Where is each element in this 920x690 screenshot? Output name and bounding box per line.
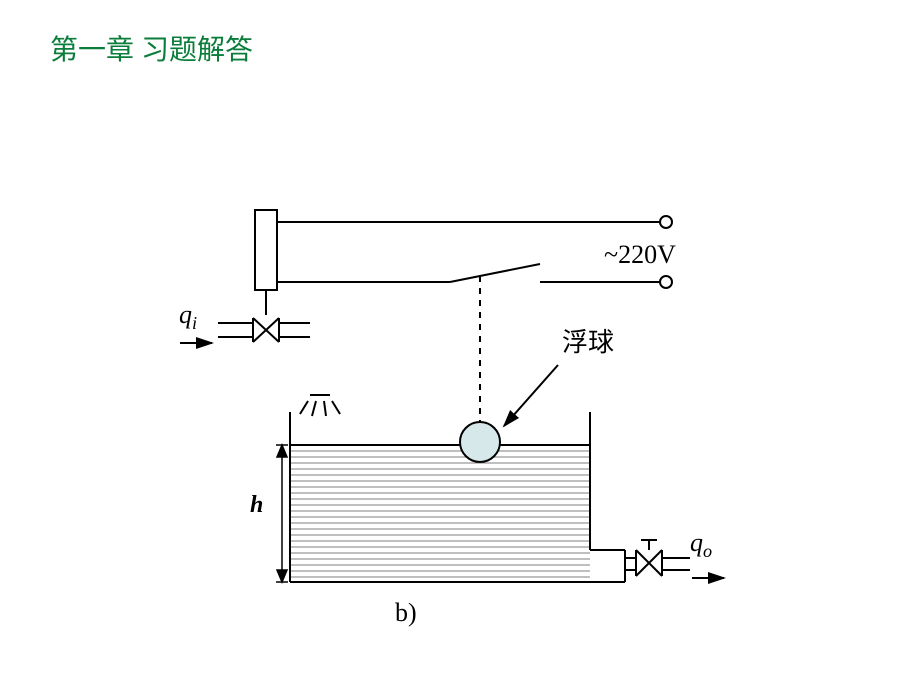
qo-label: qo <box>690 528 712 562</box>
float-label: 浮球 <box>562 322 614 359</box>
float-pointer <box>504 365 558 426</box>
float-ball <box>460 422 500 462</box>
outlet <box>590 540 690 582</box>
terminal-top <box>660 216 672 228</box>
terminal-bottom <box>660 276 672 288</box>
height-dim <box>276 445 288 582</box>
inlet-valve <box>218 318 310 342</box>
subfigure-label: b) <box>395 598 417 628</box>
h-label: h <box>250 492 263 519</box>
qi-label: qi <box>179 300 197 334</box>
diagram-svg <box>0 0 920 690</box>
water-hatch <box>290 451 590 577</box>
switch-blade <box>450 264 540 282</box>
actuator-body <box>255 210 277 290</box>
spray-icon <box>300 395 340 416</box>
voltage-label: ~220V <box>604 240 676 270</box>
tank <box>290 412 625 582</box>
